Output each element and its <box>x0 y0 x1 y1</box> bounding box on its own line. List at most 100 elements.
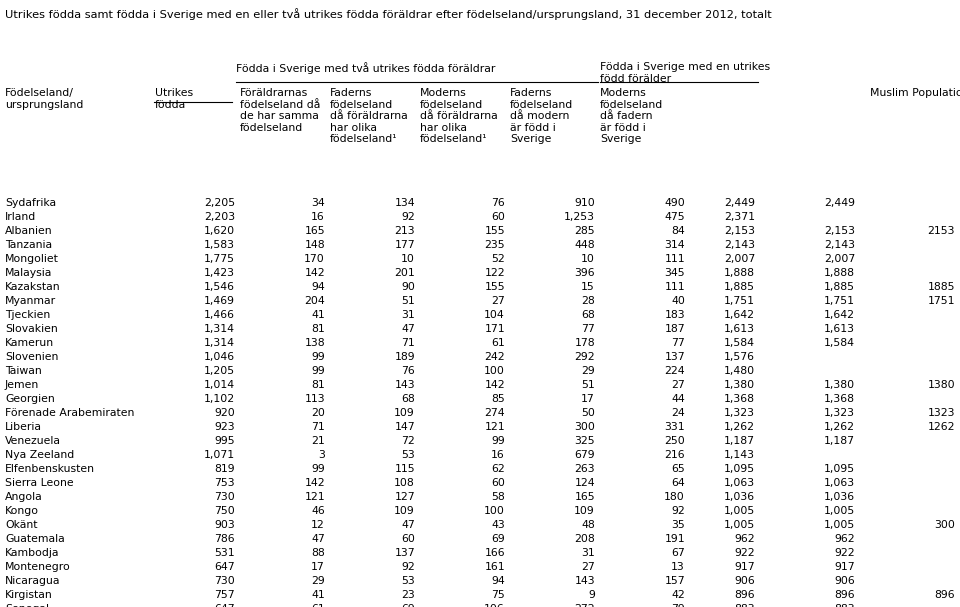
Text: 2,007: 2,007 <box>824 254 855 264</box>
Text: 730: 730 <box>214 492 235 502</box>
Text: 177: 177 <box>395 240 415 250</box>
Text: 40: 40 <box>671 296 685 306</box>
Text: 786: 786 <box>214 534 235 544</box>
Text: 53: 53 <box>401 576 415 586</box>
Text: 31: 31 <box>581 548 595 558</box>
Text: 50: 50 <box>581 408 595 418</box>
Text: 917: 917 <box>834 562 855 572</box>
Text: 9: 9 <box>588 590 595 600</box>
Text: 47: 47 <box>401 324 415 334</box>
Text: Jemen: Jemen <box>5 380 39 390</box>
Text: 104: 104 <box>484 310 505 320</box>
Text: 155: 155 <box>485 282 505 292</box>
Text: 94: 94 <box>492 576 505 586</box>
Text: 300: 300 <box>934 520 955 530</box>
Text: 121: 121 <box>304 492 325 502</box>
Text: 910: 910 <box>574 198 595 208</box>
Text: Tanzania: Tanzania <box>5 240 52 250</box>
Text: 204: 204 <box>304 296 325 306</box>
Text: 906: 906 <box>734 576 755 586</box>
Text: 67: 67 <box>671 548 685 558</box>
Text: 121: 121 <box>485 422 505 432</box>
Text: 15: 15 <box>581 282 595 292</box>
Text: 62: 62 <box>492 464 505 474</box>
Text: 1,095: 1,095 <box>824 464 855 474</box>
Text: Liberia: Liberia <box>5 422 42 432</box>
Text: Malaysia: Malaysia <box>5 268 53 278</box>
Text: 883: 883 <box>834 604 855 607</box>
Text: Muslim Population: Muslim Population <box>870 88 960 98</box>
Text: 79: 79 <box>671 604 685 607</box>
Text: 165: 165 <box>304 226 325 236</box>
Text: Okänt: Okänt <box>5 520 37 530</box>
Text: 1,775: 1,775 <box>204 254 235 264</box>
Text: 263: 263 <box>574 464 595 474</box>
Text: 1,583: 1,583 <box>204 240 235 250</box>
Text: 51: 51 <box>401 296 415 306</box>
Text: 183: 183 <box>664 310 685 320</box>
Text: 115: 115 <box>395 464 415 474</box>
Text: 1,071: 1,071 <box>204 450 235 460</box>
Text: 122: 122 <box>485 268 505 278</box>
Text: 475: 475 <box>664 212 685 222</box>
Text: 922: 922 <box>834 548 855 558</box>
Text: 235: 235 <box>485 240 505 250</box>
Text: Senegal: Senegal <box>5 604 49 607</box>
Text: 883: 883 <box>734 604 755 607</box>
Text: 819: 819 <box>214 464 235 474</box>
Text: 448: 448 <box>574 240 595 250</box>
Text: 161: 161 <box>485 562 505 572</box>
Text: Guatemala: Guatemala <box>5 534 64 544</box>
Text: 165: 165 <box>574 492 595 502</box>
Text: Sydafrika: Sydafrika <box>5 198 56 208</box>
Text: Moderns
födelseland
då fadern
är född i
Sverige: Moderns födelseland då fadern är född i … <box>600 88 663 144</box>
Text: 1,888: 1,888 <box>824 268 855 278</box>
Text: 2153: 2153 <box>927 226 955 236</box>
Text: 1,262: 1,262 <box>724 422 755 432</box>
Text: Taiwan: Taiwan <box>5 366 41 376</box>
Text: 71: 71 <box>401 338 415 348</box>
Text: 1,323: 1,323 <box>824 408 855 418</box>
Text: 1,005: 1,005 <box>824 520 855 530</box>
Text: 647: 647 <box>214 562 235 572</box>
Text: 75: 75 <box>492 590 505 600</box>
Text: 23: 23 <box>401 590 415 600</box>
Text: 1,314: 1,314 <box>204 338 235 348</box>
Text: 51: 51 <box>581 380 595 390</box>
Text: 124: 124 <box>574 478 595 488</box>
Text: 109: 109 <box>574 506 595 516</box>
Text: 142: 142 <box>304 268 325 278</box>
Text: 68: 68 <box>581 310 595 320</box>
Text: 64: 64 <box>671 478 685 488</box>
Text: 29: 29 <box>311 576 325 586</box>
Text: Venezuela: Venezuela <box>5 436 61 446</box>
Text: 147: 147 <box>395 422 415 432</box>
Text: 92: 92 <box>401 212 415 222</box>
Text: 2,143: 2,143 <box>824 240 855 250</box>
Text: 2,203: 2,203 <box>204 212 235 222</box>
Text: 1,885: 1,885 <box>724 282 755 292</box>
Text: 72: 72 <box>401 436 415 446</box>
Text: Kirgistan: Kirgistan <box>5 590 53 600</box>
Text: 41: 41 <box>311 310 325 320</box>
Text: 81: 81 <box>311 380 325 390</box>
Text: 100: 100 <box>484 366 505 376</box>
Text: 345: 345 <box>664 268 685 278</box>
Text: 10: 10 <box>401 254 415 264</box>
Text: 85: 85 <box>492 394 505 404</box>
Text: 17: 17 <box>311 562 325 572</box>
Text: 922: 922 <box>734 548 755 558</box>
Text: 920: 920 <box>214 408 235 418</box>
Text: 1,102: 1,102 <box>204 394 235 404</box>
Text: 1,323: 1,323 <box>724 408 755 418</box>
Text: 111: 111 <box>664 254 685 264</box>
Text: 69: 69 <box>492 534 505 544</box>
Text: 1,368: 1,368 <box>724 394 755 404</box>
Text: 92: 92 <box>401 562 415 572</box>
Text: 108: 108 <box>395 478 415 488</box>
Text: Faderns
födelseland
då föräldrarna
har olika
födelseland¹: Faderns födelseland då föräldrarna har o… <box>330 88 408 144</box>
Text: 1,005: 1,005 <box>724 520 755 530</box>
Text: 896: 896 <box>934 590 955 600</box>
Text: 903: 903 <box>214 520 235 530</box>
Text: 142: 142 <box>304 478 325 488</box>
